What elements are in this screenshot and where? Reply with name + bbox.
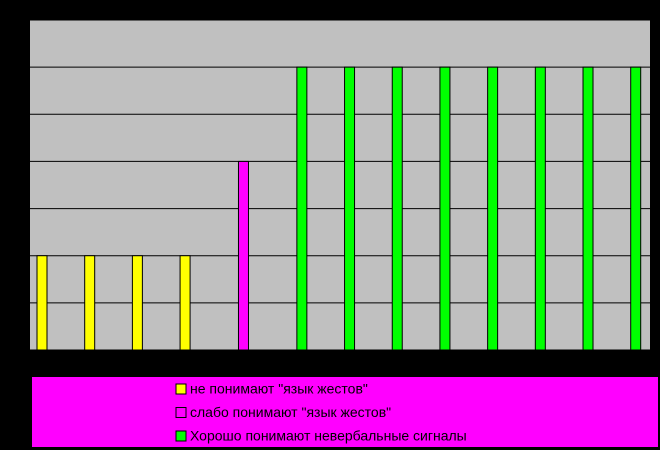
bar	[344, 66, 356, 351]
legend-label: не понимают "язык жестов"	[190, 381, 368, 397]
legend-swatch	[175, 430, 187, 442]
bar	[237, 160, 249, 351]
bar	[179, 255, 191, 351]
plot-area	[30, 20, 650, 350]
legend-label: Хорошо понимают невербальные сигналы	[190, 428, 467, 444]
bar	[131, 255, 143, 351]
bar	[84, 255, 96, 351]
bar	[582, 66, 594, 351]
legend-swatch	[175, 407, 187, 418]
bar	[36, 255, 48, 351]
bar	[296, 66, 308, 351]
legend-swatch	[175, 383, 187, 395]
bar	[439, 66, 451, 351]
bar	[487, 66, 499, 351]
bar	[534, 66, 546, 351]
bar	[391, 66, 403, 351]
legend	[32, 377, 658, 447]
legend-label: слабо понимают "язык жестов"	[190, 404, 391, 420]
bar	[630, 66, 642, 351]
